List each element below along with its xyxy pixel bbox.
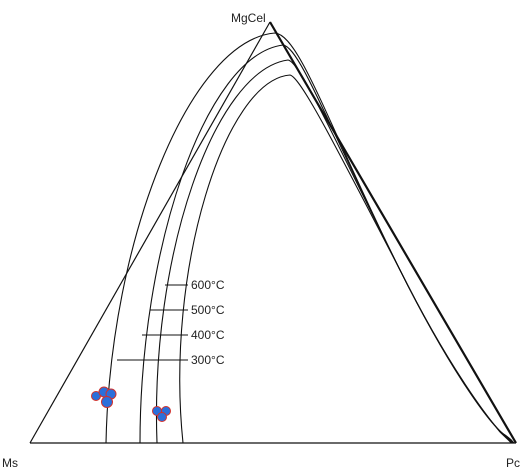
sample-point — [157, 412, 167, 422]
apex-label-bottom-left: Ms — [2, 456, 18, 470]
isotherm-curve-600 — [179, 74, 512, 444]
isotherm-curve-500 — [155, 59, 513, 444]
isotherm-label-500: 500°C — [191, 303, 225, 317]
sample-cluster-a — [91, 386, 117, 408]
isotherm-curve-300 — [105, 32, 515, 444]
isotherm-label-300: 300°C — [191, 353, 225, 367]
isotherm-label-600: 600°C — [191, 278, 225, 292]
apex-label-bottom-right: Pc — [506, 456, 520, 470]
isotherm-curve-400 — [139, 44, 514, 444]
sample-point — [101, 396, 113, 408]
isotherm-label-400: 400°C — [191, 328, 225, 342]
left-edge — [29, 21, 271, 444]
apex-label-top: MgCel — [231, 11, 266, 25]
sample-cluster-b — [152, 406, 171, 422]
